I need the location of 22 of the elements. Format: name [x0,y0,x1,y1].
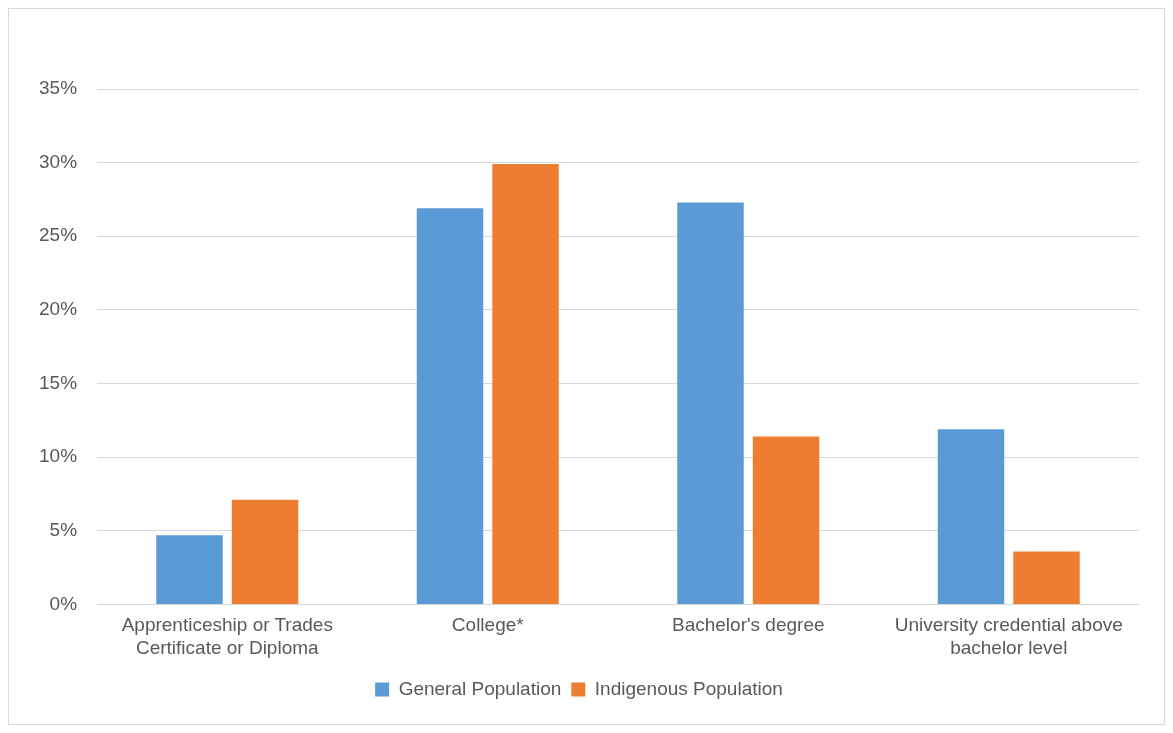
x-tick-label: Apprenticeship or Trades Certificate or Diploma [121,614,333,658]
y-tick-label: 15% [39,371,78,393]
bar [1013,551,1080,604]
bar [937,429,1005,604]
bar [231,499,299,604]
y-tick-label: 20% [39,298,78,320]
legend-label: Indigenous Population [594,677,783,699]
x-tick-label: University credential above bachelor level [894,614,1123,658]
bar [156,535,223,604]
y-tick-label: 35% [39,77,78,99]
legend-label: General Population [398,677,562,699]
bar [752,436,820,604]
bar [416,208,484,604]
y-tick-label: 0% [49,592,78,614]
y-tick-label: 10% [39,445,78,467]
y-tick-label: 25% [39,224,78,246]
x-tick-label: College* [451,614,525,636]
bar [677,202,744,604]
x-tick-label: Bachelor's degree [671,614,825,636]
y-tick-label: 30% [39,150,78,172]
bar [492,164,559,604]
y-tick-label: 5% [49,519,78,541]
